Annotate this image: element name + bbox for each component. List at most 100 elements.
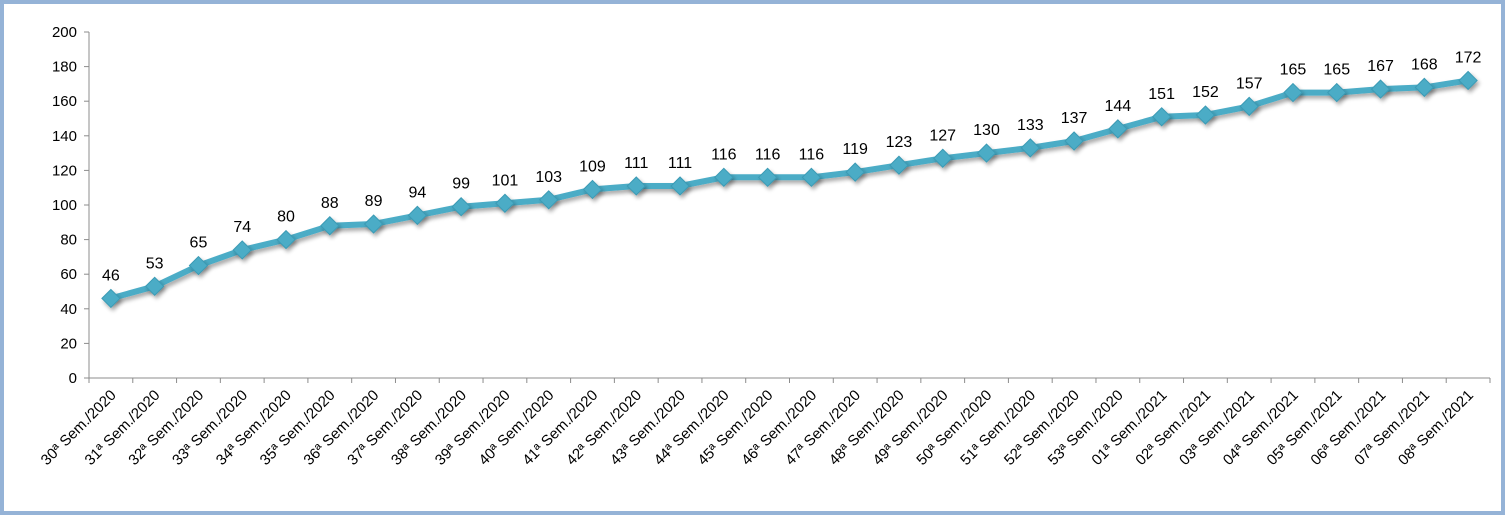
- x-tick-label: 34ª Sem./2020: [213, 387, 295, 469]
- x-tick-label: 35ª Sem./2020: [257, 387, 339, 469]
- x-tick-label: 39ª Sem./2020: [432, 387, 514, 469]
- data-point-marker: [1327, 82, 1347, 103]
- x-tick-label: 03ª Sem./2021: [1176, 387, 1258, 469]
- data-point-marker: [495, 193, 515, 213]
- x-tick-label: 36ª Sem./2020: [300, 387, 382, 469]
- series-line: [107, 77, 1472, 302]
- data-point-marker: [407, 205, 428, 226]
- data-point-marker: [933, 148, 953, 168]
- x-tick-label: 37ª Sem./2020: [344, 387, 426, 469]
- data-label: 65: [190, 235, 208, 252]
- data-label: 101: [492, 172, 519, 189]
- data-point-marker: [1458, 70, 1478, 91]
- data-label: 172: [1455, 49, 1482, 66]
- x-tick-label: 52ª Sem./2020: [1001, 387, 1083, 469]
- data-point-marker: [889, 155, 909, 175]
- data-label: 167: [1367, 58, 1394, 75]
- data-label: 165: [1323, 62, 1350, 79]
- data-label: 103: [535, 169, 562, 186]
- data-label: 168: [1411, 56, 1438, 73]
- data-point-marker: [1370, 79, 1391, 99]
- data-label: 111: [668, 155, 692, 172]
- x-tick-label: 50ª Sem./2020: [913, 387, 995, 469]
- x-tick-label: 42ª Sem./2020: [563, 387, 645, 469]
- data-label: 111: [624, 155, 648, 172]
- x-tick-label: 45ª Sem./2020: [694, 387, 776, 469]
- data-point-marker: [801, 167, 822, 188]
- data-point-marker: [1414, 77, 1435, 98]
- data-label: 116: [799, 146, 825, 163]
- data-point-marker: [670, 176, 690, 196]
- data-point-marker: [363, 214, 384, 234]
- data-label: 137: [1061, 110, 1088, 127]
- data-point-marker: [976, 143, 997, 163]
- x-tick-label: 30ª Sem./2020: [38, 387, 120, 469]
- y-tick-label: 60: [60, 266, 77, 283]
- data-label: 133: [1017, 117, 1044, 134]
- x-tick-label: 41ª Sem./2020: [519, 387, 601, 469]
- data-label: 94: [408, 184, 426, 201]
- data-label: 88: [321, 195, 339, 212]
- x-tick-label: 47ª Sem./2020: [782, 387, 864, 469]
- x-tick-label: 05ª Sem./2021: [1264, 387, 1346, 469]
- y-tick-label: 0: [69, 370, 77, 387]
- data-label: 46: [102, 267, 120, 284]
- data-label: 123: [886, 134, 913, 151]
- x-tick-label: 04ª Sem./2021: [1220, 387, 1302, 469]
- data-label: 119: [842, 141, 868, 158]
- data-label: 165: [1280, 62, 1307, 79]
- x-tick-label: 43ª Sem./2020: [607, 387, 689, 469]
- y-tick-label: 200: [52, 24, 77, 41]
- data-point-marker: [144, 276, 165, 297]
- x-tick-label: 51ª Sem./2020: [957, 387, 1039, 469]
- x-tick-label: 44ª Sem./2020: [651, 387, 733, 469]
- data-label: 152: [1192, 84, 1219, 101]
- data-label: 116: [755, 146, 781, 163]
- data-label: 74: [233, 219, 251, 236]
- data-point-marker: [1151, 107, 1172, 127]
- x-tick-label: 06ª Sem./2021: [1307, 387, 1389, 469]
- data-label: 80: [277, 209, 295, 226]
- data-label: 127: [929, 127, 956, 144]
- data-label: 99: [452, 176, 470, 193]
- data-point-marker: [276, 229, 296, 250]
- data-point-marker: [1064, 131, 1084, 151]
- data-label: 109: [579, 158, 606, 175]
- data-point-marker: [320, 216, 340, 236]
- data-label: 144: [1105, 98, 1132, 115]
- data-label: 130: [973, 122, 1000, 139]
- x-tick-label: 31ª Sem./2020: [82, 387, 164, 469]
- data-point-marker: [188, 255, 209, 276]
- data-point-marker: [232, 240, 252, 260]
- y-tick-label: 140: [52, 128, 77, 145]
- x-tick-label: 40ª Sem./2020: [476, 387, 558, 469]
- x-tick-label: 07ª Sem./2021: [1351, 387, 1433, 469]
- y-tick-label: 160: [52, 93, 77, 110]
- data-point-marker: [714, 167, 734, 188]
- data-point-marker: [1108, 119, 1128, 139]
- data-point-marker: [845, 162, 865, 182]
- data-label: 53: [146, 255, 164, 272]
- data-point-marker: [1195, 105, 1216, 125]
- x-tick-label: 53ª Sem./2020: [1045, 387, 1127, 469]
- data-point-marker: [538, 190, 559, 210]
- data-point-marker: [101, 288, 121, 309]
- x-tick-label: 01ª Sem./2021: [1088, 387, 1170, 469]
- y-tick-label: 120: [52, 162, 77, 179]
- y-tick-label: 40: [60, 301, 77, 318]
- data-point-marker: [451, 197, 471, 217]
- x-tick-label: 33ª Sem./2020: [169, 387, 251, 469]
- x-tick-label: 08ª Sem./2021: [1395, 387, 1477, 469]
- y-tick-label: 180: [52, 59, 77, 76]
- data-point-marker: [626, 176, 646, 196]
- data-label: 89: [365, 193, 383, 210]
- x-tick-label: 49ª Sem./2020: [870, 387, 952, 469]
- data-label: 151: [1148, 86, 1175, 103]
- data-point-marker: [1020, 138, 1041, 158]
- x-tick-label: 38ª Sem./2020: [388, 387, 470, 469]
- data-label: 157: [1236, 75, 1263, 92]
- data-point-marker: [1239, 96, 1259, 117]
- x-tick-label: 02ª Sem./2021: [1132, 387, 1214, 469]
